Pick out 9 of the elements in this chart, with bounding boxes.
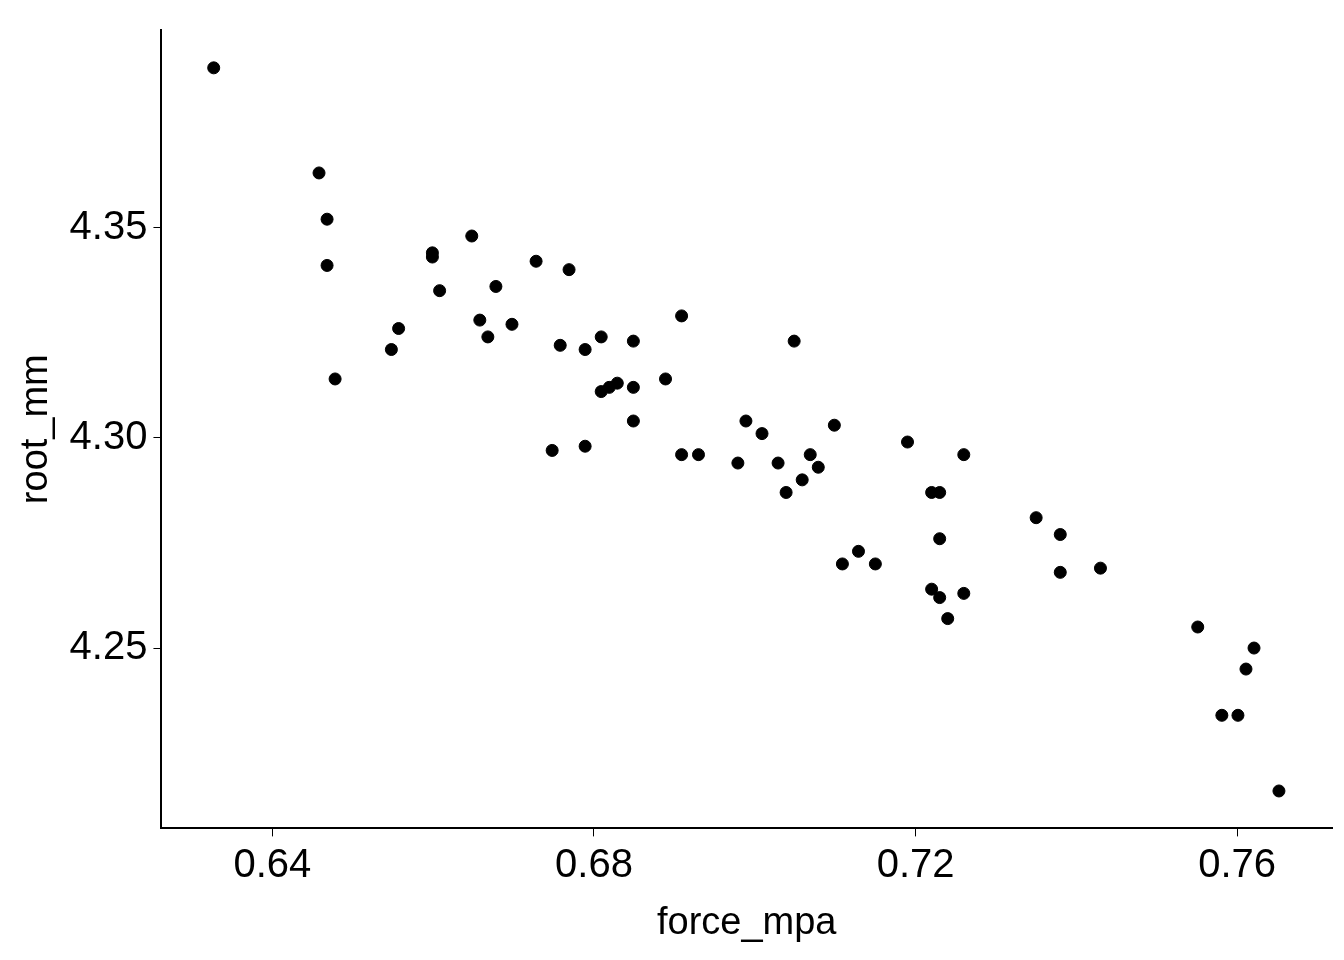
y-tick-label: 4.35 [69, 202, 148, 247]
x-tick-label: 0.72 [876, 841, 955, 886]
x-tick-label: 0.64 [233, 841, 312, 886]
y-tick-label: 4.25 [69, 623, 148, 668]
x-axis-title: force_mpa [656, 899, 838, 942]
y-axis-title: root_mm [13, 354, 56, 505]
y-tick-label: 4.30 [69, 412, 148, 457]
x-tick-label: 0.76 [1198, 841, 1277, 886]
x-tick-label: 0.68 [555, 841, 633, 886]
